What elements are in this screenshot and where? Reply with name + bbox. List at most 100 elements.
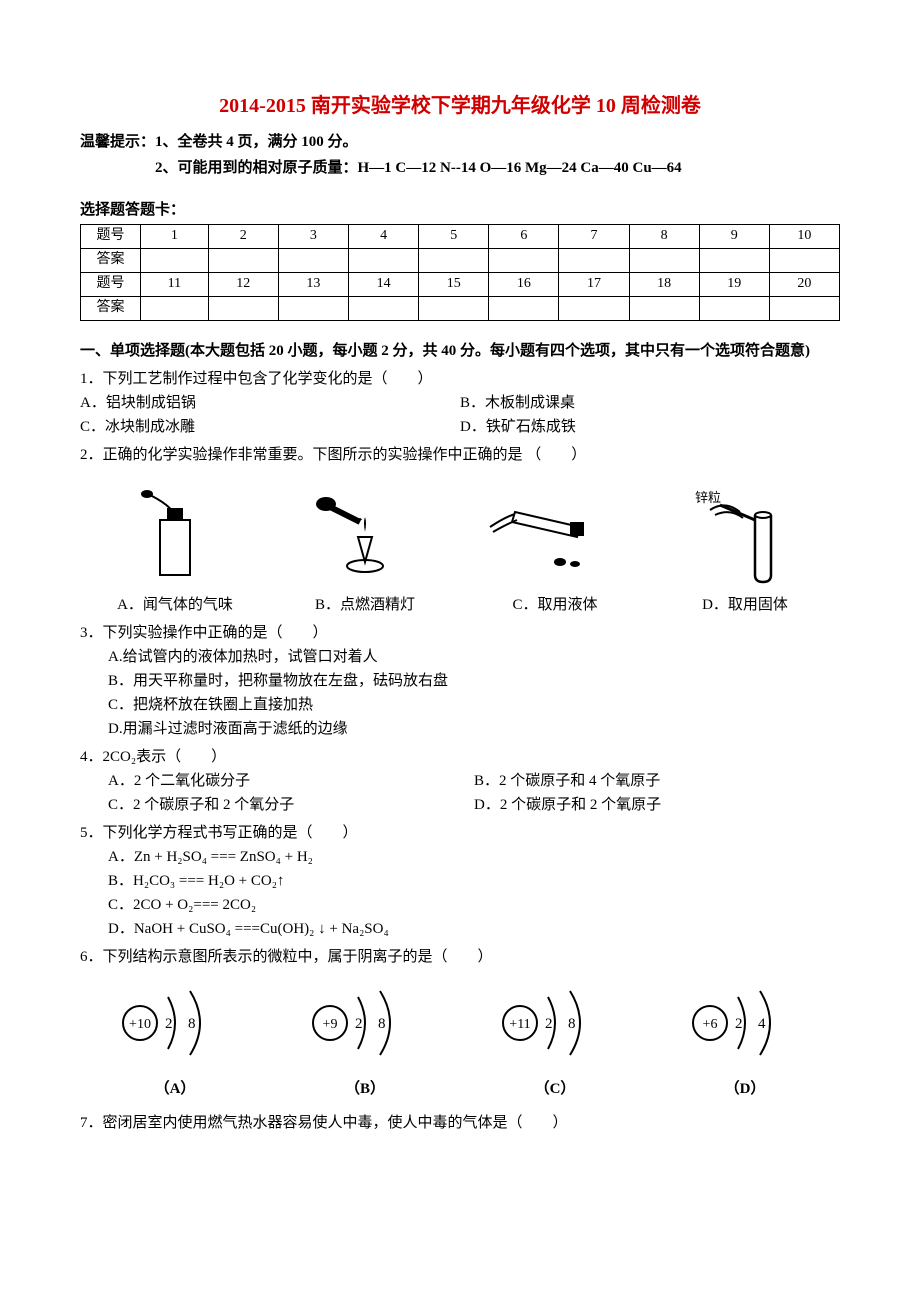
svg-text:+10: +10	[129, 1017, 151, 1032]
answer-cell	[278, 249, 348, 273]
q5-opt-d: D．NaOH + CuSO₄ ===Cu(OH)₂ ↓ + Na₂SO₄	[80, 917, 840, 941]
answer-cell	[699, 297, 769, 321]
answer-card-table: 题号 1 2 3 4 5 6 7 8 9 10 答案 题号 11 12 13 1…	[80, 224, 840, 321]
col-num: 16	[489, 273, 559, 297]
q6-atom-c: +11 2 8 （C）	[490, 983, 620, 1101]
q7-stem: 7．密闭居室内使用燃气热水器容易使人中毒，使人中毒的气体是（ ）	[80, 1111, 840, 1135]
col-num: 18	[629, 273, 699, 297]
q1-opt-b: B．木板制成课桌	[460, 391, 840, 415]
svg-text:2: 2	[355, 1016, 363, 1032]
question-6: 6．下列结构示意图所表示的微粒中，属于阴离子的是（ ） +10 2 8 （A） …	[80, 945, 840, 1101]
q2-fig-a-icon	[100, 487, 250, 587]
q5-opt-b: B．H₂CO₃ === H₂O + CO₂↑	[80, 869, 840, 893]
col-num: 7	[559, 225, 629, 249]
col-num: 17	[559, 273, 629, 297]
answer-cell	[419, 297, 489, 321]
q4-opt-a: A．2 个二氧化碳分子	[108, 769, 474, 793]
answer-cell	[419, 249, 489, 273]
hint-line-1: 温馨提示：1、全卷共 4 页，满分 100 分。	[80, 130, 840, 154]
q5-opt-a: A．Zn + H₂SO₄ === ZnSO₄ + H₂	[80, 845, 840, 869]
q5-opt-c: C．2CO + O₂=== 2CO₂	[80, 893, 840, 917]
question-2: 2．正确的化学实验操作非常重要。下图所示的实验操作中正确的是 （ ）	[80, 443, 840, 617]
section-1-heading: 一、单项选择题(本大题包括 20 小题，每小题 2 分，共 40 分。每小题有四…	[80, 339, 840, 363]
answer-cell	[208, 249, 278, 273]
answer-card-label: 选择题答题卡：	[80, 198, 840, 222]
answer-cell	[559, 297, 629, 321]
svg-text:+11: +11	[509, 1017, 530, 1032]
q2-opt-a: A．闻气体的气味	[100, 593, 250, 617]
q6-label-b: （B）	[300, 1077, 430, 1101]
q1-opt-c: C．冰块制成冰雕	[80, 415, 460, 439]
col-num: 2	[208, 225, 278, 249]
q4-opt-b: B．2 个碳原子和 4 个氧原子	[474, 769, 840, 793]
col-num: 10	[769, 225, 839, 249]
table-row: 题号 11 12 13 14 15 16 17 18 19 20	[81, 273, 840, 297]
q4-opt-c: C．2 个碳原子和 2 个氧分子	[108, 793, 474, 817]
col-num: 14	[349, 273, 419, 297]
svg-text:2: 2	[165, 1016, 173, 1032]
answer-cell	[141, 249, 209, 273]
col-num: 19	[699, 273, 769, 297]
q2-fig-c-icon	[480, 487, 630, 587]
answer-cell	[629, 297, 699, 321]
q3-opt-b: B．用天平称量时，把称量物放在左盘，砝码放右盘	[80, 669, 840, 693]
question-3: 3．下列实验操作中正确的是（ ） A.给试管内的液体加热时，试管口对着人 B．用…	[80, 621, 840, 741]
table-row: 题号 1 2 3 4 5 6 7 8 9 10	[81, 225, 840, 249]
answer-cell	[769, 297, 839, 321]
table-row: 答案	[81, 249, 840, 273]
q2-opt-d: D．取用固体	[670, 593, 820, 617]
row-header: 答案	[81, 249, 141, 273]
answer-cell	[141, 297, 209, 321]
svg-text:2: 2	[735, 1016, 743, 1032]
page-title: 2014-2015 南开实验学校下学期九年级化学 10 周检测卷	[80, 90, 840, 122]
col-num: 15	[419, 273, 489, 297]
answer-cell	[208, 297, 278, 321]
answer-cell	[349, 249, 419, 273]
col-num: 11	[141, 273, 209, 297]
q2-image-row: 锌粒	[80, 477, 840, 587]
answer-cell	[278, 297, 348, 321]
table-row: 答案	[81, 297, 840, 321]
question-1: 1．下列工艺制作过程中包含了化学变化的是（ ） A．铝块制成铝锅 B．木板制成课…	[80, 367, 840, 439]
row-header: 题号	[81, 273, 141, 297]
q1-stem: 1．下列工艺制作过程中包含了化学变化的是（ ）	[80, 367, 840, 391]
q1-opt-d: D．铁矿石炼成铁	[460, 415, 840, 439]
q6-label-a: （A）	[110, 1077, 240, 1101]
answer-cell	[699, 249, 769, 273]
q3-opt-a: A.给试管内的液体加热时，试管口对着人	[80, 645, 840, 669]
col-num: 1	[141, 225, 209, 249]
svg-text:8: 8	[378, 1016, 386, 1032]
col-num: 6	[489, 225, 559, 249]
q6-label-c: （C）	[490, 1077, 620, 1101]
q2-fig-d-icon: 锌粒	[670, 487, 820, 587]
col-num: 9	[699, 225, 769, 249]
q3-stem: 3．下列实验操作中正确的是（ ）	[80, 621, 840, 645]
answer-cell	[559, 249, 629, 273]
q2-opt-b: B．点燃酒精灯	[290, 593, 440, 617]
question-5: 5．下列化学方程式书写正确的是（ ） A．Zn + H₂SO₄ === ZnSO…	[80, 821, 840, 941]
question-7: 7．密闭居室内使用燃气热水器容易使人中毒，使人中毒的气体是（ ）	[80, 1111, 840, 1135]
svg-text:2: 2	[545, 1016, 553, 1032]
q2-fig-b-icon	[290, 487, 440, 587]
hint-line-2: 2、可能用到的相对原子质量：H—1 C—12 N--14 O—16 Mg—24 …	[155, 156, 840, 180]
col-num: 13	[278, 273, 348, 297]
col-num: 5	[419, 225, 489, 249]
q4-opt-d: D．2 个碳原子和 2 个氧原子	[474, 793, 840, 817]
answer-cell	[489, 297, 559, 321]
q6-stem: 6．下列结构示意图所表示的微粒中，属于阴离子的是（ ）	[80, 945, 840, 969]
q6-atom-b: +9 2 8 （B）	[300, 983, 430, 1101]
q3-opt-d: D.用漏斗过滤时液面高于滤纸的边缘	[80, 717, 840, 741]
q2-stem: 2．正确的化学实验操作非常重要。下图所示的实验操作中正确的是 （ ）	[80, 443, 840, 467]
q1-opt-a: A．铝块制成铝锅	[80, 391, 460, 415]
q3-opt-c: C．把烧杯放在铁圈上直接加热	[80, 693, 840, 717]
col-num: 20	[769, 273, 839, 297]
col-num: 4	[349, 225, 419, 249]
col-num: 8	[629, 225, 699, 249]
row-header: 答案	[81, 297, 141, 321]
answer-cell	[629, 249, 699, 273]
q5-stem: 5．下列化学方程式书写正确的是（ ）	[80, 821, 840, 845]
q6-atom-d: +6 2 4 （D）	[680, 983, 810, 1101]
q6-atom-row: +10 2 8 （A） +9 2 8 （B） +11	[80, 983, 840, 1101]
answer-cell	[769, 249, 839, 273]
col-num: 3	[278, 225, 348, 249]
